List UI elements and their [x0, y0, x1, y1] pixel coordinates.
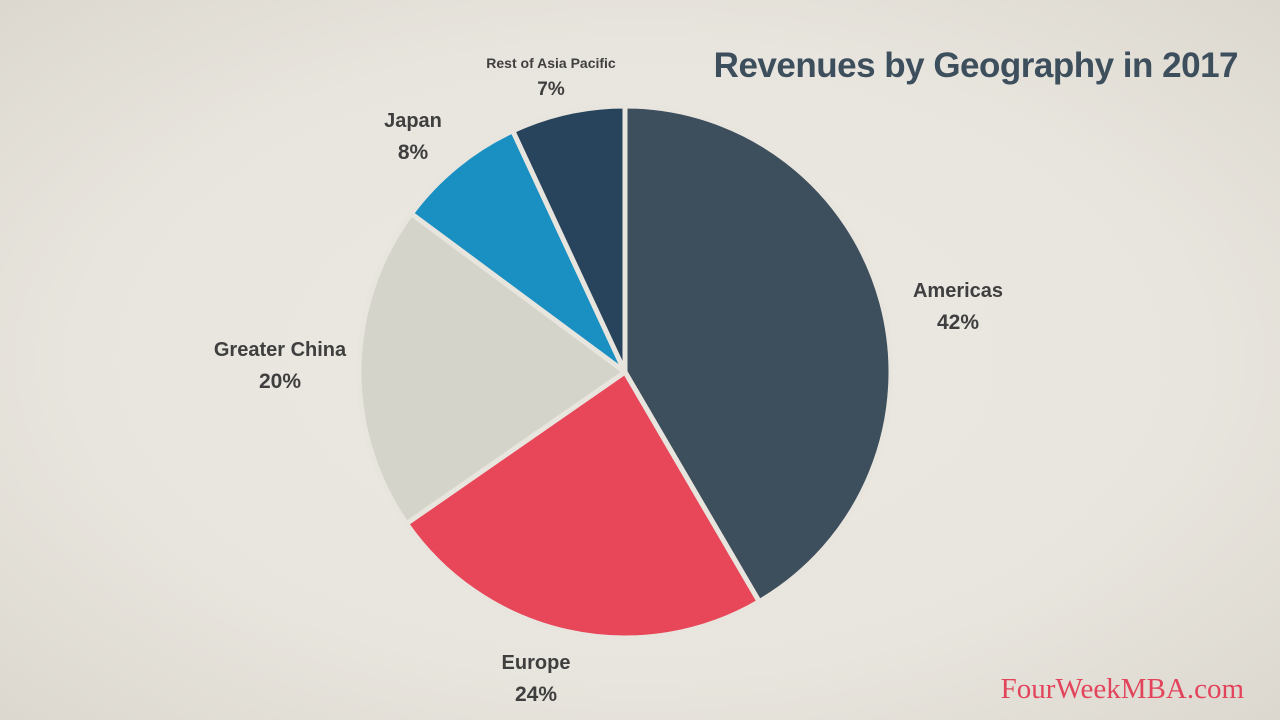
pie-slice-rest-of-asia-pacific [510, 103, 628, 375]
watermark-text: FourWeekMBA.com [1000, 673, 1244, 705]
slice-label-japan: Japan 8% [384, 106, 442, 169]
chart-title: Revenues by Geography in 2017 [713, 46, 1239, 85]
pie-slice-japan [408, 128, 628, 375]
slice-label-name: Europe [501, 652, 571, 674]
slice-label-percent: 7% [537, 78, 565, 100]
slice-label-percent: 42% [936, 311, 980, 334]
pie-slice-greater-china [356, 211, 628, 527]
slice-label-americas: Americas 42% [913, 276, 1003, 339]
slice-label-name: Japan [384, 110, 442, 132]
slice-label-europe: Europe 24% [502, 648, 571, 711]
slice-label-greater-china: Greater China 20% [214, 335, 346, 398]
slice-label-name: Americas [912, 280, 1004, 302]
slice-label-percent: 24% [514, 683, 558, 706]
pie-slice-americas [622, 103, 894, 605]
slice-label-name: Greater China [213, 339, 347, 361]
slice-label-rest-of-asia-pacific: Rest of Asia Pacific 7% [486, 50, 615, 103]
pie-slice-europe [403, 369, 762, 641]
slice-label-name: Rest of Asia Pacific [486, 55, 616, 71]
slice-label-percent: 20% [258, 370, 302, 393]
slice-label-percent: 8% [397, 141, 429, 164]
